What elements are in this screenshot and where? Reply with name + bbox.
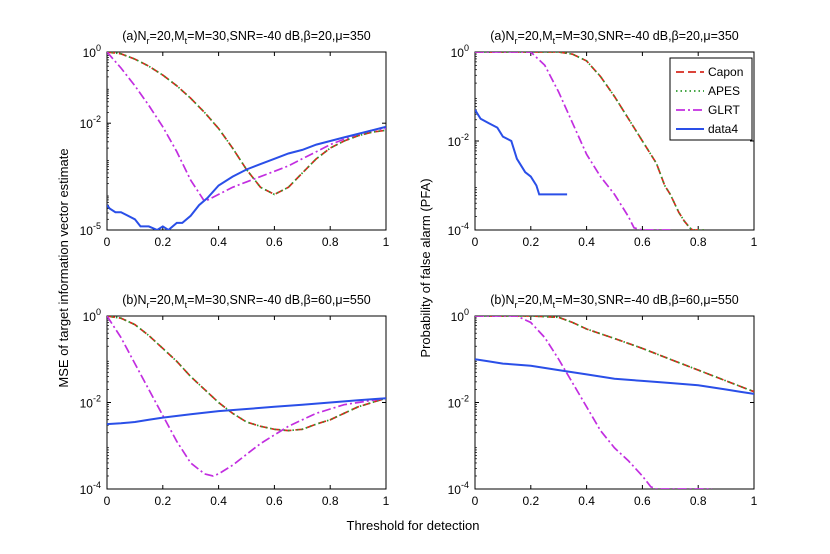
x-tick-label: 1 bbox=[383, 494, 390, 508]
shared-ylabel: MSE of target information vector estimat… bbox=[56, 148, 71, 387]
legend-label-capon: Capon bbox=[708, 65, 743, 79]
panel-title: (a)Nr=20,Mt=M=30,SNR=-40 dB,β=20,μ=350 bbox=[122, 29, 371, 46]
x-tick-label: 0.8 bbox=[322, 494, 339, 508]
x-tick-label: 0.2 bbox=[522, 494, 539, 508]
panel-mse-a: 0 0.2 0.4 0.6 0.8 1 100 10-2 10-5 (a)Nr=20,Mt=M=3… bbox=[80, 29, 390, 249]
y-tick-label: 10-4 bbox=[448, 480, 469, 497]
series-line-data4 bbox=[475, 109, 568, 196]
x-tick-label: 0 bbox=[472, 494, 479, 508]
y-tick-label: 10-2 bbox=[80, 114, 101, 131]
series-line-apes bbox=[107, 316, 386, 432]
panel-pfa-b: 0 0.2 0.4 0.6 0.8 1 100 10-2 10-4 (b)Nr=20,Mt=M=3… bbox=[448, 293, 758, 508]
right-ylabel: Probability of false alarm (PFA) bbox=[418, 178, 433, 357]
series-line-data4 bbox=[107, 397, 386, 426]
series-line-glrt bbox=[475, 316, 713, 489]
panel-title: (b)Nr=20,Mt=M=30,SNR=-40 dB,β=60,μ=550 bbox=[490, 293, 739, 310]
y-tick-label: 10-4 bbox=[448, 221, 469, 238]
legend-label-apes: APES bbox=[708, 84, 740, 98]
y-tick-label: 100 bbox=[83, 43, 101, 60]
series-line-apes bbox=[107, 52, 386, 196]
y-tick-label: 10-5 bbox=[80, 221, 101, 238]
x-tick-label: 0.8 bbox=[322, 235, 339, 249]
legend-label-data4: data4 bbox=[708, 122, 738, 136]
series-line-data4 bbox=[475, 358, 754, 395]
x-tick-label: 1 bbox=[751, 494, 758, 508]
shared-xlabel: Threshold for detection bbox=[347, 518, 480, 533]
series-line-glrt bbox=[475, 52, 671, 230]
legend: Capon APES GLRT data4 bbox=[669, 57, 753, 141]
x-tick-label: 0.4 bbox=[210, 235, 227, 249]
x-tick-label: 0 bbox=[104, 494, 111, 508]
plot-area bbox=[474, 315, 755, 490]
legend-label-glrt: GLRT bbox=[708, 103, 740, 117]
series-line-data4 bbox=[107, 125, 386, 230]
series-line-glrt bbox=[107, 52, 386, 203]
x-tick-label: 0.6 bbox=[266, 494, 283, 508]
y-tick-label: 10-2 bbox=[448, 394, 469, 411]
x-tick-label: 0.2 bbox=[154, 235, 171, 249]
y-tick-label: 100 bbox=[451, 307, 469, 324]
panel-mse-b: 0 0.2 0.4 0.6 0.8 1 100 10-2 10-4 (b)Nr=20,Mt=M=3… bbox=[80, 293, 390, 508]
x-tick-label: 0.4 bbox=[578, 235, 595, 249]
x-tick-label: 0.6 bbox=[634, 494, 651, 508]
x-tick-label: 0.2 bbox=[154, 494, 171, 508]
x-tick-label: 1 bbox=[383, 235, 390, 249]
x-tick-label: 0.8 bbox=[690, 235, 707, 249]
x-tick-label: 1 bbox=[751, 235, 758, 249]
x-tick-label: 0.8 bbox=[690, 494, 707, 508]
panel-title: (a)Nr=20,Mt=M=30,SNR=-40 dB,β=20,μ=350 bbox=[490, 29, 739, 46]
x-tick-label: 0.4 bbox=[210, 494, 227, 508]
x-tick-label: 0.4 bbox=[578, 494, 595, 508]
panel-title: (b)Nr=20,Mt=M=30,SNR=-40 dB,β=60,μ=550 bbox=[122, 293, 371, 310]
series-line-glrt bbox=[107, 316, 386, 477]
x-tick-label: 0 bbox=[472, 235, 479, 249]
series-line-apes bbox=[475, 52, 704, 230]
plot-area bbox=[106, 315, 387, 490]
y-tick-label: 100 bbox=[83, 307, 101, 324]
x-tick-label: 0.6 bbox=[266, 235, 283, 249]
y-tick-label: 10-2 bbox=[448, 132, 469, 149]
y-tick-label: 10-4 bbox=[80, 480, 101, 497]
x-tick-label: 0 bbox=[104, 235, 111, 249]
series-line-capon bbox=[107, 316, 386, 432]
y-tick-label: 10-2 bbox=[80, 394, 101, 411]
y-tick-label: 100 bbox=[451, 43, 469, 60]
x-tick-label: 0.6 bbox=[634, 235, 651, 249]
x-tick-label: 0.2 bbox=[522, 235, 539, 249]
